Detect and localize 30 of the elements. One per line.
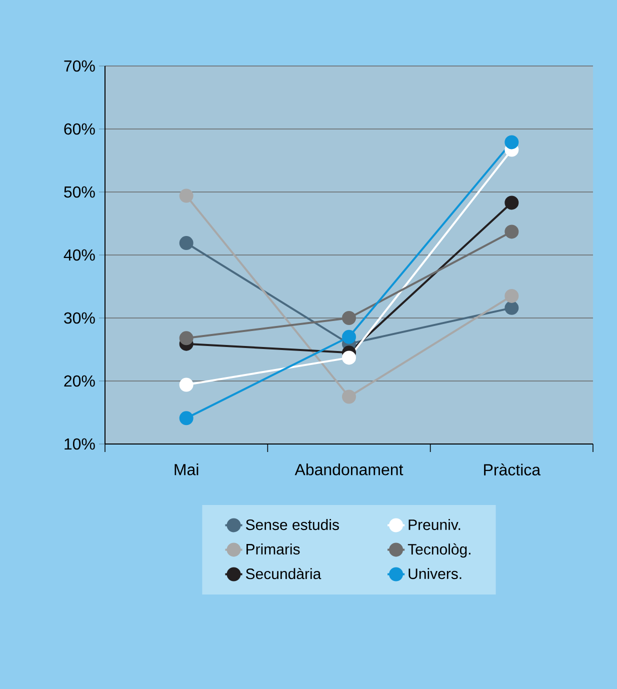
point xyxy=(179,331,194,346)
point xyxy=(342,390,356,404)
point xyxy=(342,330,356,344)
point xyxy=(504,288,519,303)
legend-label: Secundària xyxy=(246,568,322,580)
x-tick-label: Pràctica xyxy=(484,464,541,476)
y-tick-label: 10% xyxy=(64,438,95,450)
legend-label: Primaris xyxy=(246,544,300,555)
point xyxy=(179,378,194,392)
y-tick-label: 60% xyxy=(64,123,95,135)
point xyxy=(179,236,194,250)
point xyxy=(179,188,194,203)
point xyxy=(342,350,356,365)
point xyxy=(504,196,519,210)
point xyxy=(504,135,519,150)
x-tick-label: Abandonament xyxy=(294,464,404,476)
y-tick-label: 30% xyxy=(64,312,95,324)
y-tick-label: 40% xyxy=(64,249,95,261)
point xyxy=(179,411,194,426)
y-tick-label: 20% xyxy=(64,375,95,387)
legend-label: Sense estudis xyxy=(246,519,339,530)
legend-label: Univers. xyxy=(408,568,462,580)
y-tick-label: 70% xyxy=(64,60,95,72)
point xyxy=(504,224,519,239)
point xyxy=(342,311,356,325)
x-tick-label: Mai xyxy=(174,464,198,476)
legend-label: Tecnològ. xyxy=(408,543,470,558)
point xyxy=(504,300,519,315)
y-tick-label: 50% xyxy=(64,186,95,198)
legend-label: Preuniv. xyxy=(408,519,460,530)
